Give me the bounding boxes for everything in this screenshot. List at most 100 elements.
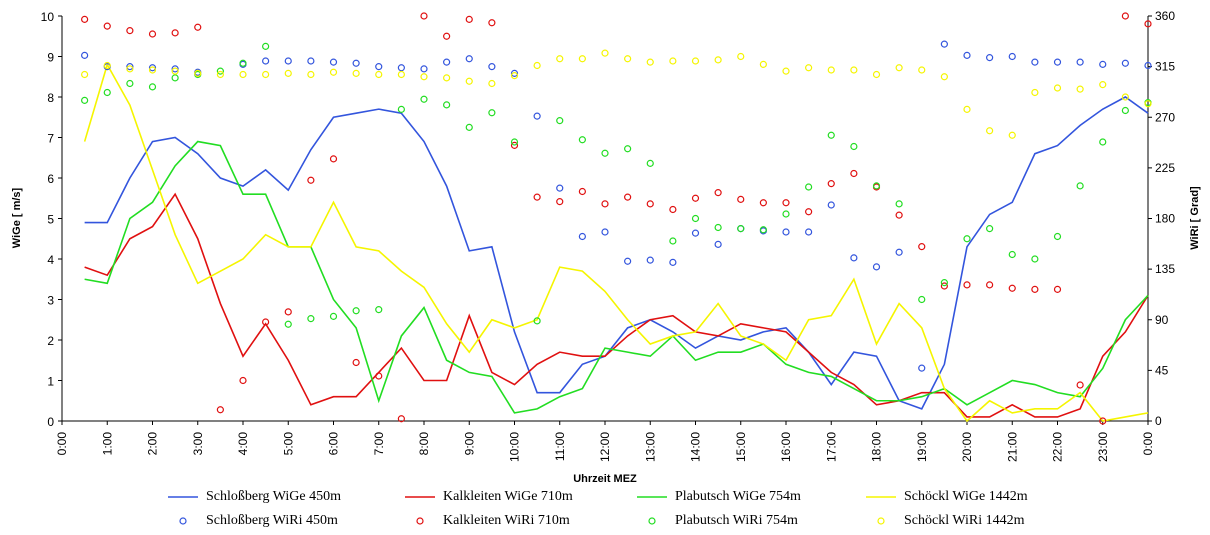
series-marker <box>691 194 700 202</box>
series-marker <box>918 364 926 372</box>
series-marker <box>646 200 654 208</box>
series-marker <box>126 79 134 88</box>
series-marker <box>375 63 383 71</box>
series-marker <box>805 228 813 236</box>
x-tick-label: 4:00 <box>236 432 250 456</box>
series-marker <box>1121 106 1129 115</box>
series-marker <box>714 223 722 232</box>
series-marker <box>262 42 270 50</box>
series-marker <box>782 67 790 75</box>
series-marker <box>895 248 903 256</box>
series-marker <box>81 51 89 59</box>
y-tick-label: 0 <box>47 415 54 429</box>
series-marker <box>352 69 360 77</box>
series-marker <box>691 229 700 237</box>
series-marker <box>126 65 134 73</box>
series-marker <box>646 256 654 264</box>
series-marker <box>827 66 835 74</box>
x-tick-label: 1:00 <box>100 432 114 456</box>
series-marker <box>1008 52 1016 61</box>
series-marker <box>1008 131 1016 139</box>
series-marker <box>307 70 315 79</box>
series-marker <box>1121 59 1129 67</box>
series-marker <box>239 376 247 385</box>
legend-label: Plabutsch WiRi 754m <box>675 513 798 528</box>
series-marker <box>805 208 813 216</box>
series-marker <box>601 149 609 157</box>
x-tick-label: 14:00 <box>689 432 703 462</box>
y-tick-label: 7 <box>47 132 54 146</box>
series-marker <box>940 73 948 81</box>
y2-tick-label: 90 <box>1155 313 1169 327</box>
series-marker <box>963 235 971 243</box>
y-axis-label: WiGe [ m/s] <box>11 187 23 248</box>
series-marker <box>850 66 858 74</box>
series-marker <box>488 79 496 88</box>
series-marker <box>397 70 405 79</box>
series-marker <box>759 226 767 234</box>
series-line <box>84 140 1149 414</box>
series-marker <box>171 65 179 73</box>
series-marker <box>986 127 994 135</box>
series-marker <box>103 88 111 97</box>
y2-tick-label: 180 <box>1155 212 1175 226</box>
series-marker <box>850 254 858 262</box>
series-marker <box>578 136 586 144</box>
x-tick-label: 0:00 <box>55 432 69 456</box>
series-marker <box>488 109 496 117</box>
series-marker <box>963 281 971 289</box>
series-marker <box>284 308 292 316</box>
y2-tick-label: 135 <box>1155 262 1175 276</box>
x-axis-label: Uhrzeit MEZ <box>573 473 637 485</box>
series-marker <box>352 307 360 315</box>
legend-swatch <box>877 517 885 525</box>
x-tick-label: 5:00 <box>281 432 295 456</box>
series-marker <box>669 57 677 65</box>
series-marker <box>81 15 89 23</box>
series-marker <box>1099 138 1107 146</box>
series-marker <box>556 117 564 125</box>
series-marker <box>307 57 315 65</box>
x-tick-label: 11:00 <box>553 432 567 461</box>
series-marker <box>510 138 519 146</box>
x-tick-label: 21:00 <box>1005 432 1019 462</box>
series-marker <box>420 65 428 73</box>
series-marker <box>465 77 473 85</box>
x-tick-label: 15:00 <box>734 432 748 462</box>
x-tick-label: 19:00 <box>915 432 929 462</box>
series-line <box>84 96 1149 410</box>
series-marker <box>895 64 903 72</box>
series-marker <box>1053 285 1062 293</box>
x-tick-label: 16:00 <box>779 432 793 462</box>
y2-tick-label: 315 <box>1155 60 1175 74</box>
series-marker <box>148 30 157 38</box>
series-marker <box>420 95 428 103</box>
series-marker <box>443 58 451 66</box>
series-marker <box>872 263 881 271</box>
series-marker <box>397 415 405 423</box>
series-marker <box>216 70 224 79</box>
y2-tick-label: 45 <box>1155 363 1169 377</box>
x-tick-label: 12:00 <box>598 432 612 462</box>
series-marker <box>194 23 202 31</box>
series-marker <box>375 306 383 314</box>
series-marker <box>284 57 292 65</box>
series-marker <box>669 258 677 266</box>
series-marker <box>103 61 111 70</box>
series-marker <box>488 19 496 27</box>
series-marker <box>397 64 405 72</box>
legend-label: Plabutsch WiGe 754m <box>675 489 801 504</box>
legend-label: Schloßberg WiRi 450m <box>206 513 338 528</box>
x-tick-label: 20:00 <box>960 432 974 462</box>
series-marker <box>1053 84 1062 92</box>
series-marker <box>1076 182 1084 190</box>
series-marker <box>239 70 247 79</box>
series-marker <box>533 112 541 120</box>
x-tick-label: 0:00 <box>1141 432 1155 456</box>
y-tick-label: 9 <box>47 51 54 65</box>
series-marker <box>1053 232 1062 241</box>
series-marker <box>510 72 519 80</box>
y2-tick-label: 270 <box>1155 110 1175 124</box>
legend-swatch <box>179 517 187 525</box>
